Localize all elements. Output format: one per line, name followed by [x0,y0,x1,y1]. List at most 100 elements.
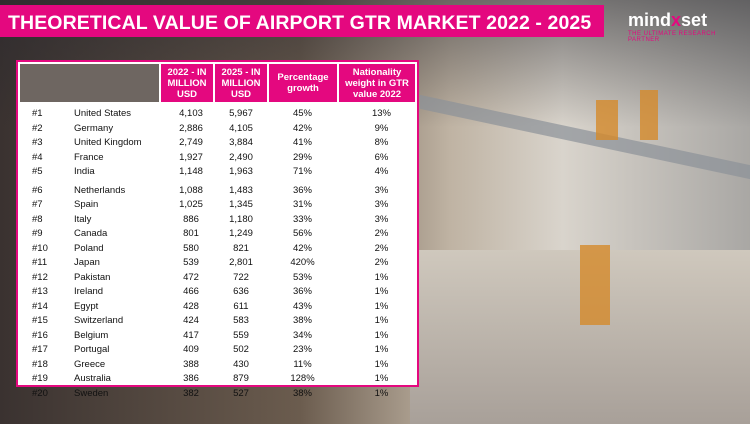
value-2022-cell: 424 [183,315,199,326]
table-row: #20 Sweden 382 527 38% 1% [18,388,417,400]
value-2025-cell: 527 [233,387,249,399]
value-2022-cell: 388 [183,358,199,370]
country-cell: Belgium [74,329,109,341]
table-row: #19 Australia 386 879 128% 1% [18,373,417,385]
weight-cell: 8% [374,137,389,148]
growth-cell: 420% [290,257,315,268]
table-row: #6 Netherlands 1,088 1,483 36% 3% [18,185,417,197]
page-title: THEORETICAL VALUE OF AIRPORT GTR MARKET … [8,12,592,34]
value-2022-cell: 417 [183,329,199,341]
growth-cell: 38% [292,387,312,399]
rank-cell: #5 [32,166,43,177]
growth-cell: 41% [292,137,312,148]
header-percentage-growth: Percentage growth [269,64,337,102]
weight-cell: 6% [374,151,389,163]
shop-front [596,100,618,140]
value-2025-cell: 430 [233,358,249,370]
value-2022-cell: 428 [183,300,199,312]
weight-cell: 1% [374,315,389,326]
rank-cell: #13 [32,286,48,297]
rank-cell: #12 [32,271,48,283]
value-2025-cell: 722 [233,271,249,283]
value-2025-cell: 1,249 [229,228,253,239]
country-cell: Egypt [74,300,99,312]
value-2025-cell: 1,963 [229,166,253,177]
weight-cell: 3% [374,213,389,225]
value-2025-cell: 1,483 [229,184,253,196]
weight-cell: 1% [374,387,389,399]
table-row: #4 France 1,927 2,490 29% 6% [18,152,417,164]
rank-cell: #2 [32,122,43,134]
weight-cell: 1% [374,344,389,355]
weight-cell: 4% [374,166,389,177]
country-cell: Portugal [74,344,110,355]
table-row: #2 Germany 2,886 4,105 42% 9% [18,123,417,135]
value-2022-cell: 386 [183,373,199,384]
shop-front [580,245,610,325]
table-row: #1 United States 4,103 5,967 45% 13% [18,108,417,120]
weight-cell: 13% [371,108,391,119]
country-cell: United States [74,108,132,119]
value-2025-cell: 1,345 [229,199,253,210]
value-2025-cell: 821 [233,242,249,254]
rank-cell: #14 [32,300,48,312]
value-2025-cell: 502 [233,344,249,355]
value-2022-cell: 2,886 [179,122,203,134]
weight-cell: 1% [374,329,389,341]
logo-tagline: THE ULTIMATE RESEARCH PARTNER [628,31,716,43]
weight-cell: 3% [374,199,389,210]
value-2022-cell: 801 [183,228,199,239]
value-2025-cell: 583 [233,315,249,326]
value-2025-cell: 636 [233,286,249,297]
rank-cell: #11 [32,257,48,268]
value-2025-cell: 3,884 [229,137,253,148]
country-cell: Ireland [74,286,104,297]
country-cell: Poland [74,242,104,254]
growth-cell: 36% [292,184,312,196]
weight-cell: 1% [374,373,389,384]
rank-cell: #20 [32,387,48,399]
country-cell: Spain [74,199,99,210]
value-2022-cell: 1,088 [179,184,203,196]
table-row: #11 Japan 539 2,801 420% 2% [18,257,417,269]
rank-cell: #4 [32,151,43,163]
gtr-market-table: 2022 - IN MILLION USD 2025 - IN MILLION … [16,60,419,399]
table-row: #10 Poland 580 821 42% 2% [18,243,417,255]
country-cell: Switzerland [74,315,124,326]
value-2022-cell: 580 [183,242,199,254]
growth-cell: 38% [292,315,312,326]
weight-cell: 1% [374,300,389,312]
growth-cell: 42% [292,122,312,134]
weight-cell: 1% [374,286,389,297]
country-cell: France [74,151,104,163]
country-cell: Pakistan [74,271,111,283]
growth-cell: 45% [292,108,312,119]
growth-cell: 56% [292,228,312,239]
rank-cell: #19 [32,373,48,384]
rank-cell: #10 [32,242,48,254]
table-row: #12 Pakistan 472 722 53% 1% [18,272,417,284]
growth-cell: 31% [292,199,312,210]
value-2025-cell: 2,490 [229,151,253,163]
growth-cell: 42% [292,242,312,254]
country-cell: United Kingdom [74,137,142,148]
country-cell: Japan [74,257,100,268]
shop-front [640,90,658,140]
rank-cell: #3 [32,137,43,148]
table-row: #14 Egypt 428 611 43% 1% [18,301,417,313]
country-cell: India [74,166,95,177]
rank-cell: #18 [32,358,48,370]
growth-cell: 128% [290,373,315,384]
rank-cell: #7 [32,199,43,210]
weight-cell: 2% [374,242,389,254]
value-2022-cell: 1,927 [179,151,203,163]
rank-cell: #17 [32,344,48,355]
country-cell: Netherlands [74,184,126,196]
country-cell: Germany [74,122,114,134]
country-cell: Sweden [74,387,109,399]
rank-cell: #15 [32,315,48,326]
growth-cell: 11% [293,358,312,370]
growth-cell: 33% [292,213,312,225]
table-row: #16 Belgium 417 559 34% 1% [18,330,417,342]
weight-cell: 9% [374,122,389,134]
